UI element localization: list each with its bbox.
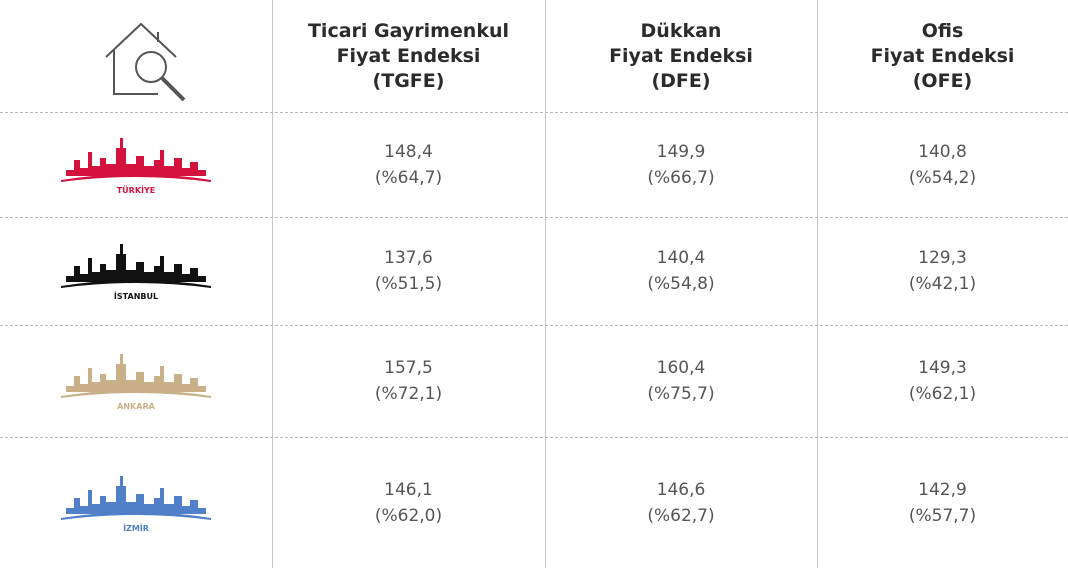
row-divider [0,437,1068,438]
value-cell: 140,8 (%54,2) [817,112,1068,217]
skyline-shape [66,244,206,282]
value-line: (%42,1) [908,274,977,294]
column-divider [272,0,273,568]
value-line: 140,8 [918,141,967,162]
column-divider [817,0,818,568]
value-cell: 149,3 (%62,1) [817,325,1068,437]
house-search-icon [105,22,186,102]
city-skyline: İZMİR [61,475,211,533]
value-line: 160,4 [656,358,706,378]
value-line: (%62,7) [647,505,715,526]
value-cell: 129,3 (%42,1) [817,217,1068,325]
value-line: 149,3 [918,358,967,378]
skyline-shape [66,354,206,392]
value-line: (%51,5) [374,274,443,294]
value-line: (%57,7) [908,505,977,526]
header-cell: Dükkan Fiyat Endeksi (DFE) [545,0,817,112]
city-label: İZMİR [123,523,149,533]
city-label: ANKARA [117,402,155,411]
header-cell: Ofis Fiyat Endeksi (OFE) [817,0,1068,112]
value-line: (%62,1) [908,384,977,404]
header-line: Dükkan [640,19,722,42]
row-divider [0,112,1068,113]
header-line: Fiyat Endeksi [609,44,753,67]
skyline-shape [66,137,206,176]
city-cell: TÜRKİYE [0,112,272,217]
city-cell: ANKARA [0,325,272,437]
value-line: (%62,0) [374,505,443,526]
header-line: (OFE) [912,69,973,92]
header-cell: Ticari Gayrimenkul Fiyat Endeksi (TGFE) [272,0,545,112]
value-cell: 160,4 (%75,7) [545,325,817,437]
value-cell: 137,6 (%51,5) [272,217,545,325]
header-line: (TGFE) [372,69,445,92]
header-line: Ticari Gayrimenkul [307,19,510,42]
value-line: 149,9 [656,141,706,162]
city-label: TÜRKİYE [117,185,156,195]
city-skyline: TÜRKİYE [61,137,211,195]
value-line: 148,4 [384,141,433,162]
header-line: (DFE) [651,69,711,92]
value-line: 129,3 [918,248,967,268]
value-cell: 146,6 (%62,7) [545,437,817,568]
city-skyline: İSTANBUL [61,244,211,301]
skyline-base [61,280,211,288]
value-cell: 157,5 (%72,1) [272,325,545,437]
value-line: (%72,1) [374,384,443,404]
header-line: Ofis [921,19,964,42]
skyline-shape [66,475,206,514]
header-line: Fiyat Endeksi [870,44,1015,67]
value-line: 140,4 [656,248,706,268]
value-line: 146,6 [656,479,706,500]
value-cell: 140,4 (%54,8) [545,217,817,325]
header-line: Fiyat Endeksi [336,44,481,67]
value-line: (%54,2) [908,167,977,188]
value-cell: 148,4 (%64,7) [272,112,545,217]
value-line: 157,5 [384,358,433,378]
value-line: (%66,7) [647,167,715,188]
city-skyline: ANKARA [61,354,211,411]
value-cell: 146,1 (%62,0) [272,437,545,568]
city-label: İSTANBUL [114,291,158,301]
row-divider [0,217,1068,218]
skyline-base [61,390,211,398]
value-line: 137,6 [384,248,433,268]
value-line: (%75,7) [647,384,715,404]
skyline-base [61,511,211,520]
city-cell: İSTANBUL [0,217,272,325]
column-divider [545,0,546,568]
value-line: (%54,8) [647,274,715,294]
value-line: 146,1 [384,479,433,500]
row-divider [0,325,1068,326]
value-line: 142,9 [918,479,967,500]
skyline-base [61,173,211,182]
city-cell: İZMİR [0,437,272,568]
value-cell: 149,9 (%66,7) [545,112,817,217]
value-cell: 142,9 (%57,7) [817,437,1068,568]
value-line: (%64,7) [374,167,443,188]
